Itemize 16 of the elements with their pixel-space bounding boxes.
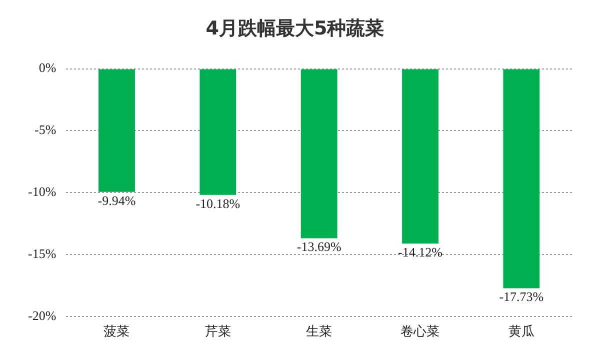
data-label: -17.73% bbox=[499, 289, 544, 304]
data-label: -9.94% bbox=[98, 192, 136, 208]
x-tick-label: 黄瓜 bbox=[508, 324, 534, 340]
y-tick-label: -15% bbox=[28, 246, 56, 261]
x-tick-label: 卷心菜 bbox=[400, 324, 440, 340]
data-label: -14.12% bbox=[398, 244, 443, 260]
y-tick-label: -20% bbox=[28, 308, 56, 323]
chart-title: 4月跌幅最大5种蔬菜 bbox=[206, 17, 384, 40]
x-tick-label: 芹菜 bbox=[204, 324, 231, 340]
data-label: -13.69% bbox=[296, 239, 342, 254]
y-tick-label: 0% bbox=[38, 60, 56, 76]
y-tick-label: -5% bbox=[34, 122, 56, 138]
y-tick-label: -10% bbox=[28, 184, 56, 200]
x-tick-label: 生菜 bbox=[306, 324, 332, 340]
x-tick-label: 菠菜 bbox=[104, 324, 130, 340]
data-label: -10.18% bbox=[196, 196, 240, 211]
